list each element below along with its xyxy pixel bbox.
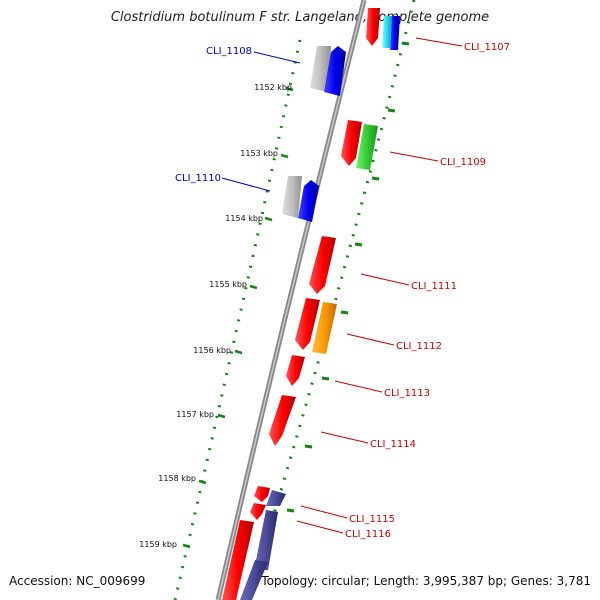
gene-cli-1113-cds[interactable] — [286, 355, 305, 386]
inner-scale-ring — [173, 39, 302, 600]
scale-label-1156: 1156 kbp — [193, 346, 231, 355]
scale-label-1155: 1155 kbp — [209, 280, 247, 289]
gene-cli-1108-gray[interactable] — [310, 46, 331, 92]
leader-cli-1113 — [334, 380, 383, 393]
gene-cli-1107-blue[interactable] — [390, 16, 400, 50]
label-cli-1108[interactable]: CLI_1108 — [206, 46, 252, 57]
outer-ring-ticks — [286, 41, 410, 513]
leader-lines — [221, 37, 463, 534]
leader-cli-1107 — [415, 37, 463, 47]
label-cli-1114[interactable]: CLI_1114 — [370, 439, 416, 450]
gene-cli-1115-cds[interactable] — [254, 486, 270, 502]
label-cli-1107[interactable]: CLI_1107 — [464, 42, 510, 53]
gene-cli-1107-cyan[interactable] — [382, 16, 392, 48]
genome-summary-text: Topology: circular; Length: 3,995,387 bp… — [261, 574, 591, 588]
label-cli-1113[interactable]: CLI_1113 — [384, 388, 430, 399]
gene-cli-1114-cds[interactable] — [269, 395, 296, 446]
accession-text: Accession: NC_009699 — [9, 574, 146, 588]
gene-labels: CLI_1107 CLI_1108 CLI_1109 CLI_1110 CLI_… — [175, 42, 510, 540]
leader-cli-1110 — [221, 177, 271, 192]
gene-cli-1109-green[interactable] — [356, 124, 378, 170]
leader-cli-1111 — [360, 273, 410, 286]
label-cli-1116[interactable]: CLI_1116 — [345, 529, 391, 540]
gene-cli-1111-cds[interactable] — [309, 236, 336, 294]
leader-cli-1109 — [389, 151, 439, 162]
inner-ring-ticks — [182, 86, 294, 549]
label-cli-1110[interactable]: CLI_1110 — [175, 173, 221, 184]
label-cli-1109[interactable]: CLI_1109 — [440, 157, 486, 168]
gene-cli-1110-gray[interactable] — [282, 176, 302, 218]
gene-cli-1109-cds[interactable] — [341, 120, 362, 166]
leader-cli-1112 — [346, 333, 395, 346]
leader-cli-1115 — [300, 505, 348, 519]
label-cli-1115[interactable]: CLI_1115 — [349, 514, 395, 525]
scale-label-1153: 1153 kbp — [240, 149, 278, 158]
leader-cli-1114 — [320, 431, 369, 444]
scale-label-1152: 1152 kbp — [254, 83, 292, 92]
gene-lower-purple[interactable] — [240, 560, 268, 600]
gene-cli-1116-purple[interactable] — [254, 510, 278, 570]
backbone-highlight — [217, 0, 365, 600]
label-cli-1111[interactable]: CLI_1111 — [411, 281, 457, 292]
scale-label-1154: 1154 kbp — [225, 214, 263, 223]
scale-label-1158: 1158 kbp — [158, 474, 196, 483]
gene-lower-cds[interactable] — [222, 520, 254, 600]
leader-cli-1116 — [296, 520, 344, 534]
leader-cli-1108 — [253, 51, 301, 64]
minus-strand-genes — [222, 8, 400, 600]
scale-labels: 1152 kbp 1153 kbp 1154 kbp 1155 kbp 1156… — [139, 83, 292, 549]
scale-label-1159: 1159 kbp — [139, 540, 177, 549]
gene-cli-1115-purple[interactable] — [266, 490, 286, 506]
label-cli-1112[interactable]: CLI_1112 — [396, 341, 442, 352]
gene-cli-1116-cds[interactable] — [250, 503, 266, 520]
scale-label-1157: 1157 kbp — [176, 410, 214, 419]
gene-cli-1107-cds[interactable] — [366, 8, 380, 46]
gene-cli-1108-cds[interactable] — [324, 46, 346, 96]
gene-cli-1110-cds[interactable] — [298, 180, 319, 222]
gene-cli-1112-cds[interactable] — [295, 298, 320, 350]
plus-strand-genes — [282, 46, 346, 222]
gene-cli-1112-orange[interactable] — [312, 302, 337, 354]
